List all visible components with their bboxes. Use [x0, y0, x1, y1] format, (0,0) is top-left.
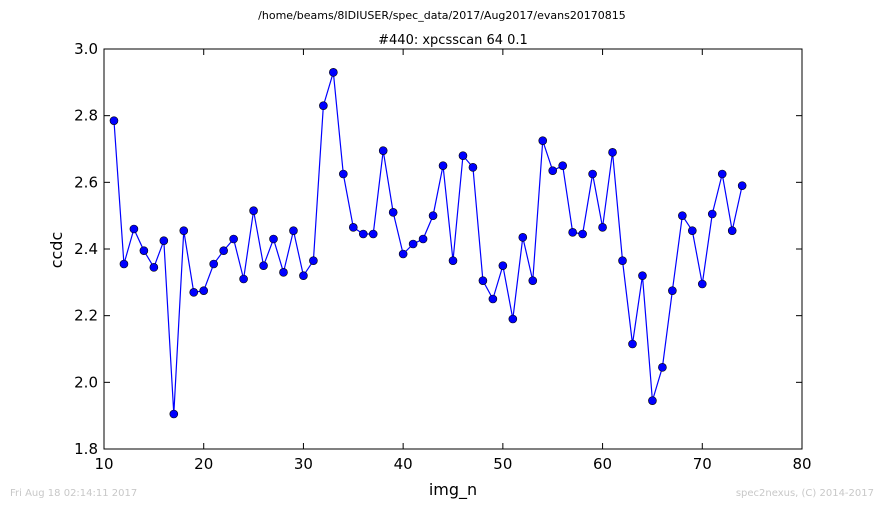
data-point: [109, 116, 119, 125]
timestamp-footer: Fri Aug 18 02:14:11 2017: [10, 488, 138, 499]
data-point: [707, 209, 717, 219]
y-tick-label: 2.2: [74, 307, 98, 325]
data-point: [538, 136, 548, 145]
data-point: [259, 261, 268, 270]
data-point: [478, 276, 488, 285]
data-point: [648, 396, 657, 405]
x-tick-label: 70: [693, 455, 712, 473]
data-point: [548, 166, 558, 175]
data-point: [688, 226, 697, 235]
data-point: [179, 226, 189, 235]
data-point: [568, 228, 577, 237]
data-point: [678, 211, 687, 220]
y-tick-label: 2.0: [74, 373, 98, 391]
data-point: [149, 263, 159, 272]
data-point: [269, 234, 278, 244]
data-point: [119, 259, 129, 269]
data-point: [279, 268, 288, 277]
data-point: [249, 206, 258, 215]
plot-area: 10 20 30 40 50 60 70 80 1.8 2.0 2.2 2.4 2.6 2.8 3.0: [74, 40, 811, 473]
x-tick-label: 10: [94, 455, 113, 473]
scan-file-path: /home/beams/8IDIUSER/spec_data/2017/Aug2…: [258, 9, 626, 22]
data-point: [498, 261, 508, 270]
data-point: [598, 223, 607, 232]
data-point: [378, 146, 388, 155]
data-point: [658, 363, 667, 372]
data-point: [737, 181, 747, 190]
data-point: [229, 234, 238, 244]
credit-footer: spec2nexus, (C) 2014-2017: [735, 488, 874, 499]
data-point: [727, 226, 737, 235]
y-tick-label: 2.6: [74, 173, 98, 191]
data-point: [488, 294, 498, 304]
x-tick-label: 80: [792, 455, 811, 473]
data-point: [368, 229, 378, 239]
data-point: [209, 259, 218, 269]
x-tick-label: 50: [493, 455, 512, 473]
data-point: [697, 279, 707, 289]
data-point: [408, 239, 418, 249]
data-point: [398, 249, 408, 259]
data-point: [388, 208, 398, 217]
data-point: [508, 314, 518, 324]
data-point: [319, 101, 328, 110]
data-point: [289, 226, 298, 235]
data-point: [139, 246, 149, 255]
series-line: [113, 72, 743, 415]
y-tick-label: 1.8: [74, 440, 98, 458]
data-point: [628, 339, 637, 349]
data-point: [518, 233, 528, 242]
data-point: [588, 169, 597, 179]
data-point: [618, 256, 627, 265]
data-point: [309, 256, 318, 265]
data-point: [219, 246, 228, 255]
data-point: [239, 274, 248, 284]
x-tick-label: 40: [394, 455, 413, 473]
x-tick-label: 30: [294, 455, 313, 473]
data-point: [299, 271, 308, 280]
data-point: [468, 163, 478, 172]
data-point: [558, 161, 567, 170]
data-point: [339, 169, 348, 179]
data-point: [717, 169, 727, 179]
data-point: [348, 223, 358, 232]
data-point: [129, 224, 139, 234]
x-tick-label: 60: [593, 455, 612, 473]
data-point: [418, 234, 428, 244]
data-point: [438, 161, 448, 170]
y-tick-label: 2.8: [74, 107, 98, 125]
data-point: [329, 68, 338, 77]
plot-frame: [103, 48, 803, 450]
x-axis-label: img_n: [429, 480, 477, 500]
y-tick-label: 3.0: [74, 40, 98, 58]
chart-title: #440: xpcsscan 64 0.1: [378, 33, 528, 48]
x-tick-label: 20: [194, 455, 213, 473]
data-point: [159, 236, 169, 245]
data-point: [578, 229, 587, 239]
data-point: [608, 148, 617, 157]
data-point: [638, 271, 647, 280]
y-tick-label: 2.4: [74, 240, 98, 258]
data-point: [448, 256, 458, 265]
data-point: [458, 151, 468, 160]
data-point: [199, 286, 209, 295]
data-point: [189, 288, 199, 297]
data-point: [528, 276, 538, 285]
data-point: [428, 211, 438, 220]
y-axis-label: ccdc: [47, 232, 66, 269]
data-point: [169, 409, 179, 419]
data-point: [668, 286, 677, 295]
data-point: [358, 229, 368, 239]
